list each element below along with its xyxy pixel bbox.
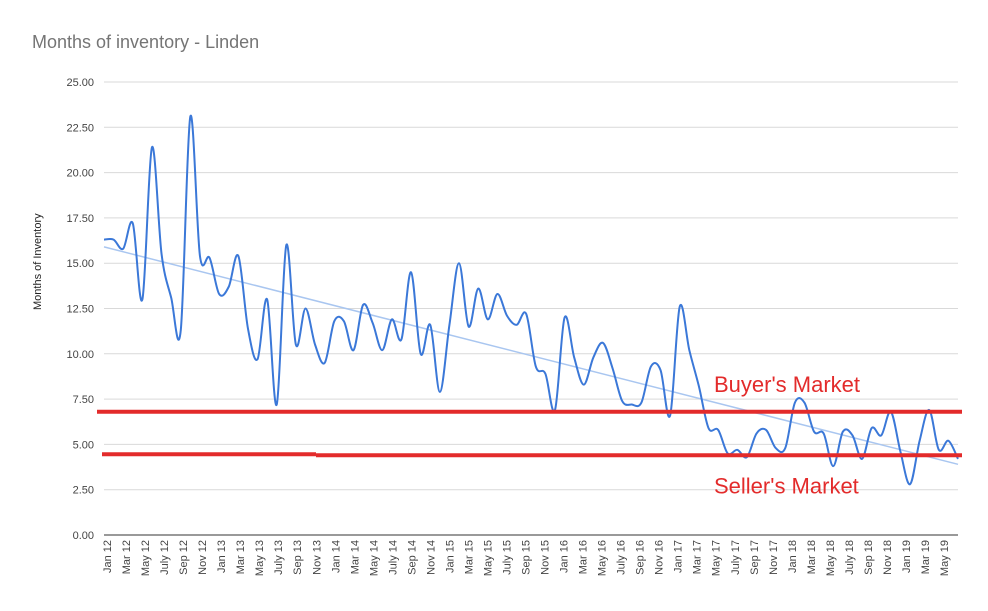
series-line	[103, 114, 959, 486]
x-tick-label: May 17	[711, 540, 723, 576]
y-tick-label: 2.50	[73, 485, 94, 497]
sellers-market-label: Seller's Market	[714, 473, 859, 498]
y-tick-label: 20.00	[66, 168, 94, 180]
trendline	[103, 246, 959, 466]
x-tick-label: Jan 15	[444, 540, 456, 573]
x-tick-label: Sep 12	[178, 540, 190, 575]
x-tick-label: Mar 18	[806, 540, 818, 574]
x-tick-label: Jan 18	[787, 540, 799, 573]
x-tick-label: Mar 19	[920, 540, 932, 574]
x-tick-label: Mar 16	[578, 540, 590, 574]
y-tick-label: 7.50	[73, 394, 94, 406]
x-tick-label: Nov 17	[768, 540, 780, 575]
x-tick-label: Nov 18	[882, 540, 894, 575]
x-tick-label: Nov 12	[197, 540, 209, 575]
chart-title: Months of inventory - Linden	[32, 32, 260, 52]
x-tick-label: July 14	[387, 540, 399, 575]
x-tick-label: Jan 13	[216, 540, 228, 573]
x-tick-label: Sep 15	[521, 540, 533, 575]
x-tick-label: Jan 19	[901, 540, 913, 573]
x-tick-label: Sep 16	[635, 540, 647, 575]
y-tick-label: 10.00	[66, 349, 94, 361]
x-tick-label: Nov 16	[654, 540, 666, 575]
x-tick-label: July 18	[844, 540, 856, 575]
y-tick-label: 17.50	[66, 213, 94, 225]
x-tick-label: Sep 13	[292, 540, 304, 575]
x-tick-label: July 13	[273, 540, 285, 575]
x-tick-label: Sep 17	[749, 540, 761, 575]
x-tick-label: Jan 14	[330, 540, 342, 573]
x-tick-label: May 12	[140, 540, 152, 576]
x-tick-label: Jan 17	[673, 540, 685, 573]
y-tick-label: 12.50	[66, 304, 94, 316]
x-tick-label: July 16	[616, 540, 628, 575]
x-tick-label: Sep 18	[863, 540, 875, 575]
y-tick-label: 5.00	[73, 439, 94, 451]
y-tick-label: 15.00	[66, 258, 94, 270]
x-tick-label: Mar 12	[121, 540, 133, 574]
buyers-market-label: Buyer's Market	[714, 372, 860, 397]
x-axis-ticks: Jan 12 Mar 12 May 12 July 12 Sep 12 Nov 12 Jan…	[102, 540, 951, 576]
x-tick-label: Jan 16	[559, 540, 571, 573]
x-tick-label: July 17	[730, 540, 742, 575]
x-tick-label: Mar 17	[692, 540, 704, 574]
x-tick-label: May 14	[368, 540, 380, 576]
x-tick-label: Nov 14	[425, 540, 437, 575]
y-tick-label: 22.50	[66, 122, 94, 134]
x-tick-label: Jan 12	[102, 540, 114, 573]
x-tick-label: May 19	[939, 540, 951, 576]
y-axis-ticks: 0.00 2.50 5.00 7.50 10.00 12.50 15.00 17.50 20.0…	[66, 77, 94, 542]
x-tick-label: Sep 14	[406, 540, 418, 575]
gridlines	[104, 81, 958, 536]
x-tick-label: Nov 15	[540, 540, 552, 575]
x-tick-label: May 13	[254, 540, 266, 576]
x-tick-label: May 18	[825, 540, 837, 576]
x-tick-label: July 15	[501, 540, 513, 575]
x-tick-label: Mar 13	[235, 540, 247, 574]
x-tick-label: Nov 13	[311, 540, 323, 575]
x-tick-label: July 12	[159, 540, 171, 575]
x-tick-label: Mar 15	[463, 540, 475, 574]
y-tick-label: 0.00	[73, 530, 94, 542]
x-tick-label: May 15	[482, 540, 494, 576]
x-tick-label: Mar 14	[349, 540, 361, 574]
market-annotations: Buyer's Market Seller's Market	[97, 372, 962, 498]
y-tick-label: 25.00	[66, 77, 94, 89]
x-tick-label: May 16	[597, 540, 609, 576]
